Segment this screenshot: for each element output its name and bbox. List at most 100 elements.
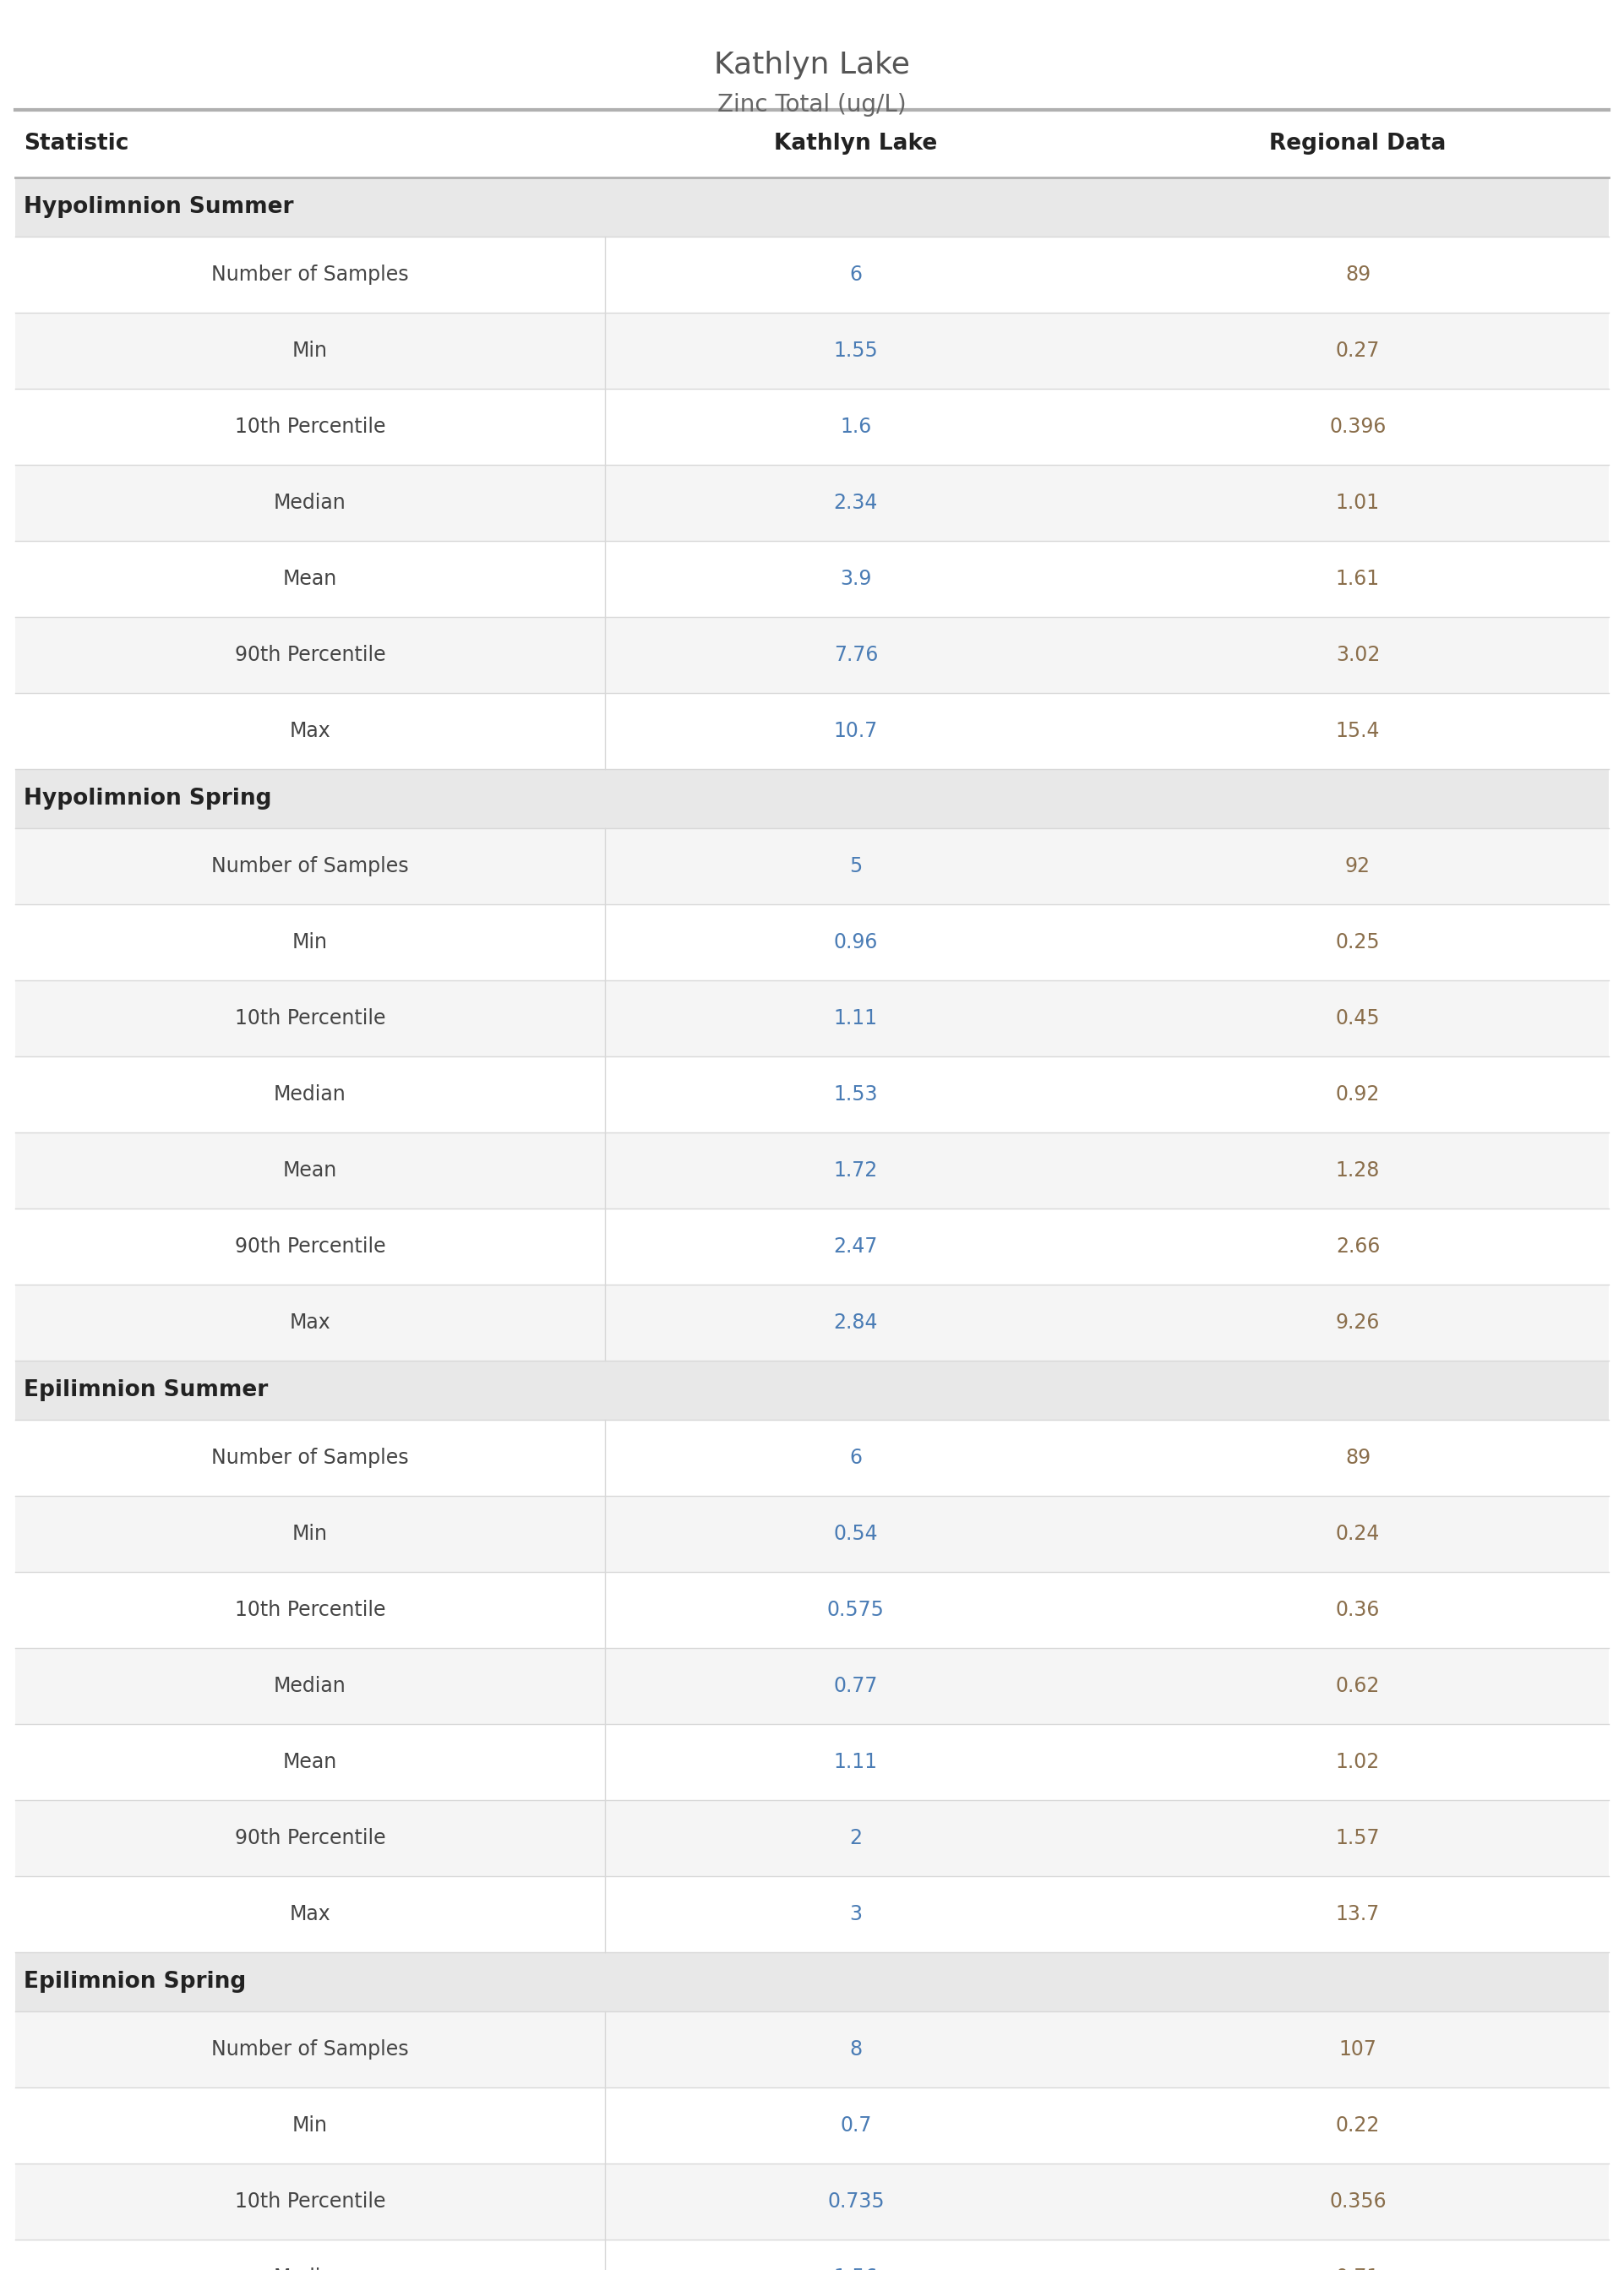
Text: Epilimnion Spring: Epilimnion Spring — [24, 1970, 247, 1993]
Text: 10th Percentile: 10th Percentile — [234, 2191, 385, 2211]
Bar — [15, 465, 1609, 540]
Bar — [15, 1648, 1609, 1723]
Text: Median: Median — [274, 2268, 346, 2270]
Text: Min: Min — [292, 1523, 328, 1544]
Text: 90th Percentile: 90th Percentile — [234, 1827, 385, 1848]
Text: 0.25: 0.25 — [1335, 933, 1380, 953]
Text: 7.76: 7.76 — [833, 645, 879, 665]
Text: 6: 6 — [849, 266, 862, 284]
Text: Mean: Mean — [283, 570, 338, 588]
Text: Hypolimnion Summer: Hypolimnion Summer — [24, 195, 294, 218]
Text: 1.11: 1.11 — [833, 1008, 879, 1028]
Text: Mean: Mean — [283, 1160, 338, 1180]
Bar — [15, 770, 1609, 829]
Bar — [15, 1133, 1609, 1208]
Text: 1.02: 1.02 — [1335, 1752, 1380, 1773]
Text: 2.47: 2.47 — [833, 1237, 879, 1258]
Text: Max: Max — [289, 1312, 331, 1332]
Text: 6: 6 — [849, 1448, 862, 1469]
Text: 0.54: 0.54 — [833, 1523, 879, 1544]
Bar — [15, 540, 1609, 617]
Text: 1.61: 1.61 — [1337, 570, 1380, 588]
Text: 3: 3 — [849, 1905, 862, 1925]
Text: Min: Min — [292, 933, 328, 953]
Text: Epilimnion Summer: Epilimnion Summer — [24, 1380, 268, 1401]
Text: 15.4: 15.4 — [1335, 722, 1380, 742]
Bar — [15, 1877, 1609, 1952]
Text: 1.01: 1.01 — [1337, 493, 1380, 513]
Bar — [15, 1800, 1609, 1877]
Text: 2.84: 2.84 — [833, 1312, 879, 1332]
Text: Number of Samples: Number of Samples — [211, 266, 409, 284]
Bar — [15, 2240, 1609, 2270]
Text: 0.22: 0.22 — [1335, 2116, 1380, 2136]
Text: 0.7: 0.7 — [840, 2116, 872, 2136]
Text: Kathlyn Lake: Kathlyn Lake — [775, 132, 937, 154]
Text: 0.735: 0.735 — [827, 2191, 885, 2211]
Bar — [15, 313, 1609, 388]
Text: 0.356: 0.356 — [1328, 2191, 1387, 2211]
Text: 89: 89 — [1345, 1448, 1371, 1469]
Text: 0.27: 0.27 — [1335, 340, 1380, 361]
Text: Number of Samples: Number of Samples — [211, 2038, 409, 2059]
Text: 92: 92 — [1345, 856, 1371, 876]
Text: 1.56: 1.56 — [833, 2268, 879, 2270]
Bar — [15, 1419, 1609, 1496]
Text: 90th Percentile: 90th Percentile — [234, 645, 385, 665]
Bar — [15, 617, 1609, 692]
Bar — [15, 1952, 1609, 2011]
Bar — [15, 692, 1609, 770]
Text: 1.72: 1.72 — [833, 1160, 879, 1180]
Text: 3.9: 3.9 — [840, 570, 872, 588]
Bar — [15, 1723, 1609, 1800]
Text: Number of Samples: Number of Samples — [211, 856, 409, 876]
Text: 2.34: 2.34 — [833, 493, 879, 513]
Bar — [15, 903, 1609, 981]
Text: Median: Median — [274, 493, 346, 513]
Text: 9.26: 9.26 — [1335, 1312, 1380, 1332]
Text: 1.28: 1.28 — [1335, 1160, 1380, 1180]
Bar — [15, 1056, 1609, 1133]
Bar — [15, 2163, 1609, 2240]
Text: Kathlyn Lake: Kathlyn Lake — [715, 50, 909, 79]
Text: 10th Percentile: 10th Percentile — [234, 1600, 385, 1621]
Text: Zinc Total (ug/L): Zinc Total (ug/L) — [718, 93, 906, 116]
Text: Min: Min — [292, 340, 328, 361]
Bar — [15, 1571, 1609, 1648]
Text: 0.24: 0.24 — [1335, 1523, 1380, 1544]
Text: 0.77: 0.77 — [833, 1675, 879, 1696]
Text: Hypolimnion Spring: Hypolimnion Spring — [24, 788, 271, 810]
Text: 13.7: 13.7 — [1335, 1905, 1380, 1925]
Text: 1.55: 1.55 — [833, 340, 879, 361]
Text: 0.71: 0.71 — [1335, 2268, 1380, 2270]
Text: 0.96: 0.96 — [833, 933, 879, 953]
Text: 0.36: 0.36 — [1335, 1600, 1380, 1621]
Bar — [15, 236, 1609, 313]
Bar — [15, 388, 1609, 465]
Text: Statistic: Statistic — [24, 132, 128, 154]
Text: 0.92: 0.92 — [1335, 1085, 1380, 1105]
Text: Median: Median — [274, 1085, 346, 1105]
Text: Median: Median — [274, 1675, 346, 1696]
Text: 0.396: 0.396 — [1330, 418, 1387, 436]
Text: 8: 8 — [849, 2038, 862, 2059]
Text: Max: Max — [289, 722, 331, 742]
Text: 10th Percentile: 10th Percentile — [234, 418, 385, 436]
Text: 1.6: 1.6 — [840, 418, 872, 436]
Text: 2: 2 — [849, 1827, 862, 1848]
Text: 3.02: 3.02 — [1335, 645, 1380, 665]
Bar — [15, 2011, 1609, 2088]
Bar — [15, 1496, 1609, 1571]
Text: 89: 89 — [1345, 266, 1371, 284]
Bar — [15, 981, 1609, 1056]
Text: 10th Percentile: 10th Percentile — [234, 1008, 385, 1028]
Text: 90th Percentile: 90th Percentile — [234, 1237, 385, 1258]
Bar — [15, 1285, 1609, 1360]
Text: 0.45: 0.45 — [1335, 1008, 1380, 1028]
Text: Min: Min — [292, 2116, 328, 2136]
Bar — [15, 2088, 1609, 2163]
Bar — [15, 829, 1609, 903]
Text: 1.53: 1.53 — [833, 1085, 879, 1105]
Text: 2.66: 2.66 — [1335, 1237, 1380, 1258]
Text: Number of Samples: Number of Samples — [211, 1448, 409, 1469]
